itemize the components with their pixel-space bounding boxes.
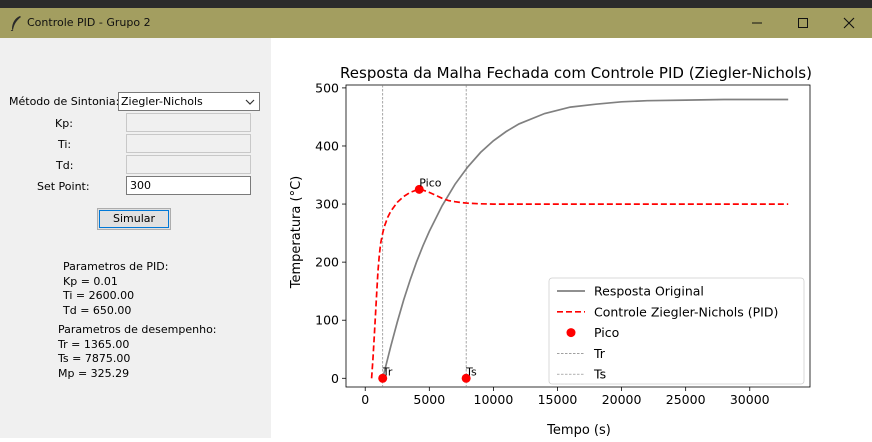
closed-loop-chart: Resposta da Malha Fechada com Controle P… — [289, 64, 812, 438]
pid-response-line — [370, 188, 789, 379]
y-tick-label: 300 — [315, 197, 339, 212]
point-label-tr: Tr — [382, 365, 393, 378]
maximize-button[interactable] — [780, 8, 826, 38]
y-tick-label: 100 — [315, 313, 339, 328]
x-tick-label: 10000 — [474, 392, 514, 407]
pid-header: Parametros de PID: — [63, 260, 169, 273]
td-field[interactable] — [126, 155, 251, 174]
title-bar[interactable]: Controle PID - Grupo 2 — [0, 8, 872, 38]
plot-canvas: Resposta da Malha Fechada com Controle P… — [271, 38, 872, 438]
original-response-line — [381, 98, 789, 379]
method-value: Ziegler-Nichols — [121, 95, 203, 108]
legend-label: Tr — [593, 346, 606, 361]
legend-label: Pico — [594, 325, 619, 340]
x-axis-label: Tempo (s) — [546, 423, 611, 438]
ti-result: Ti = 2600.00 — [63, 289, 135, 302]
method-select[interactable]: Ziegler-Nichols — [118, 92, 260, 111]
setpoint-label: Set Point: — [37, 180, 90, 193]
control-panel: Método de Sintonia: Ziegler-Nichols Kp: … — [0, 38, 271, 438]
performance-results: Parametros de desempenho: Tr = 1365.00 T… — [58, 323, 217, 381]
setpoint-field[interactable]: 300 — [126, 176, 251, 195]
x-tick-label: 25000 — [666, 392, 706, 407]
td-result: Td = 650.00 — [63, 303, 132, 317]
point-label-pico: Pico — [419, 176, 441, 189]
ti-field[interactable] — [126, 134, 251, 153]
point-tr — [378, 373, 388, 383]
x-tick-label: 5000 — [413, 392, 445, 407]
window-title: Controle PID - Grupo 2 — [27, 16, 151, 29]
tr-result: Tr = 1365.00 — [58, 337, 130, 351]
point-label-ts: Ts — [465, 365, 477, 378]
maximize-icon — [798, 18, 808, 28]
legend-box — [548, 277, 805, 385]
y-axis-label: Temperatura (°C) — [289, 176, 304, 289]
x-tick-label: 0 — [361, 392, 369, 407]
kp-result: Kp = 0.01 — [63, 274, 118, 288]
minimize-icon — [752, 22, 762, 24]
x-tick-label: 30000 — [730, 392, 770, 407]
kp-field[interactable] — [126, 113, 251, 132]
mp-result: Mp = 325.29 — [58, 366, 130, 380]
kp-label: Kp: — [55, 117, 73, 130]
close-button[interactable] — [826, 8, 872, 38]
feather-icon — [10, 16, 21, 31]
legend-marker-pico — [566, 328, 576, 338]
point-ts — [461, 373, 471, 383]
chart-marks: 0 5000 10000 15000 20000 25000 30000 0 100 200 300… — [315, 80, 805, 407]
y-tick-label: 400 — [315, 138, 339, 153]
method-label: Método de Sintonia: — [9, 95, 120, 108]
legend-label: Ts — [593, 367, 606, 382]
x-tick-label: 20000 — [602, 392, 642, 407]
simulate-button[interactable]: Simular — [97, 208, 171, 230]
chevron-down-icon — [245, 99, 255, 105]
minimize-button[interactable] — [734, 8, 780, 38]
setpoint-field-value: 300 — [130, 179, 151, 192]
td-label: Td: — [56, 159, 74, 172]
plot-frame — [345, 84, 811, 388]
close-icon — [843, 17, 855, 29]
legend-label: Resposta Original — [594, 284, 704, 299]
top-strip — [0, 0, 872, 8]
point-pico — [414, 184, 424, 194]
legend-label: Controle Ziegler-Nichols (PID) — [594, 304, 778, 319]
y-tick-label: 500 — [315, 80, 339, 95]
y-tick-label: 0 — [331, 371, 339, 386]
y-tick-label: 200 — [315, 255, 339, 270]
x-tick-label: 15000 — [538, 392, 578, 407]
performance-header: Parametros de desempenho: — [58, 323, 217, 336]
pid-results: Parametros de PID: Kp = 0.01 Ti = 2600.0… — [63, 260, 168, 318]
ts-result: Ts = 7875.00 — [58, 352, 131, 365]
chart-title: Resposta da Malha Fechada com Controle P… — [340, 64, 812, 82]
ti-label: Ti: — [58, 138, 72, 151]
